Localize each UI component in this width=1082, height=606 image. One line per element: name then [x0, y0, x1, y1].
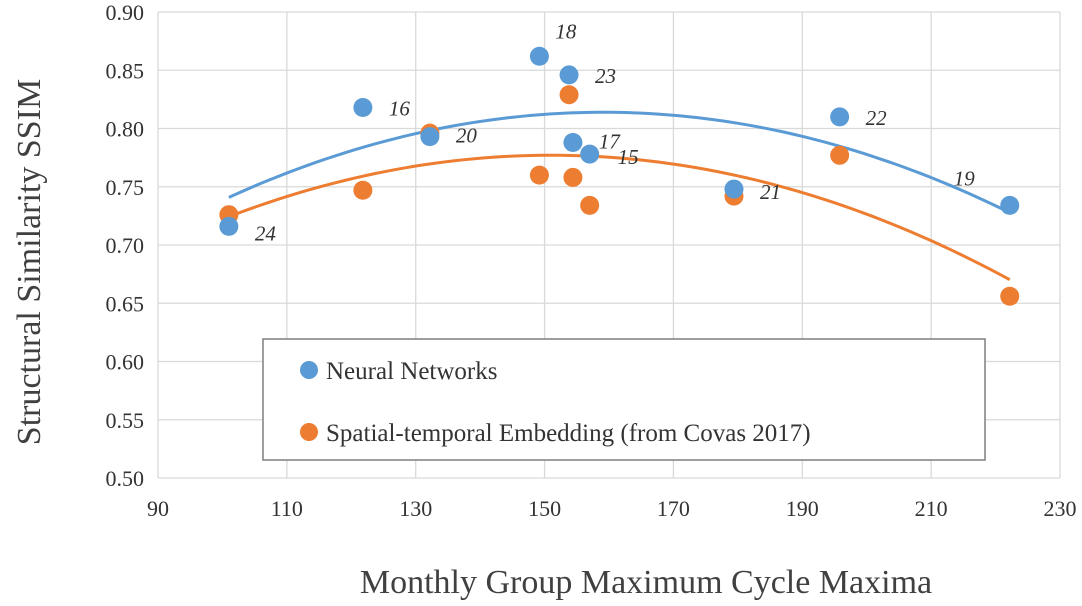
point-series-0 [560, 65, 579, 84]
point-series-0 [724, 180, 743, 199]
legend-marker-neural-networks [300, 361, 318, 379]
x-tick-label: 170 [657, 496, 690, 521]
point-series-1 [580, 196, 599, 215]
point-series-0 [420, 127, 439, 146]
point-series-1 [830, 146, 849, 165]
cycle-label: 22 [866, 106, 888, 130]
point-series-0 [219, 217, 238, 236]
y-axis-title: Structural Similarity SSIM [11, 79, 48, 445]
y-tick-label: 0.50 [106, 466, 145, 491]
y-tick-label: 0.70 [106, 233, 145, 258]
x-tick-label: 90 [147, 496, 169, 521]
y-tick-label: 0.55 [106, 408, 145, 433]
cycle-label: 18 [555, 19, 577, 43]
cycle-label: 23 [595, 64, 616, 88]
y-axis-ticks: 0.50 0.55 0.60 0.65 0.70 0.75 0.80 0.85 0.90 [106, 0, 145, 491]
point-series-1 [563, 168, 582, 187]
point-series-1 [353, 181, 372, 200]
x-tick-label: 190 [786, 496, 819, 521]
x-axis-title: Monthly Group Maximum Cycle Maxima [360, 564, 932, 601]
point-series-0 [530, 47, 549, 66]
point-series-0 [830, 107, 849, 126]
point-series-1 [1000, 287, 1019, 306]
y-tick-label: 0.65 [106, 291, 145, 316]
cycle-label: 15 [618, 145, 639, 169]
x-tick-label: 210 [915, 496, 948, 521]
x-tick-label: 130 [399, 496, 432, 521]
legend-label-spatial-temporal: Spatial-temporal Embedding (from Covas 2… [326, 420, 811, 447]
cycle-label: 16 [389, 97, 411, 121]
y-tick-label: 0.85 [106, 58, 145, 83]
cycle-label: 19 [954, 166, 976, 190]
cycle-label: 24 [255, 221, 277, 245]
x-tick-label: 230 [1044, 496, 1077, 521]
y-tick-label: 0.60 [106, 350, 145, 375]
x-axis-ticks: 90 110 130 150 170 190 210 230 [147, 496, 1077, 521]
point-series-0 [580, 145, 599, 164]
legend-label-neural-networks: Neural Networks [326, 358, 497, 385]
y-tick-label: 0.80 [106, 117, 145, 142]
cycle-label: 21 [760, 180, 781, 204]
cycle-label: 20 [456, 124, 478, 148]
y-tick-label: 0.75 [106, 175, 145, 200]
y-tick-label: 0.90 [106, 0, 145, 25]
point-series-1 [530, 166, 549, 185]
x-tick-label: 150 [528, 496, 561, 521]
trend-line-series-1 [229, 155, 1010, 279]
legend-marker-spatial-temporal [300, 423, 318, 441]
scatter-chart: 0.50 0.55 0.60 0.65 0.70 0.75 0.80 0.85 0.90 90 1… [0, 0, 1082, 606]
legend: Neural Networks Spatial-temporal Embeddi… [263, 339, 985, 460]
point-series-1 [560, 85, 579, 104]
data-points [219, 47, 1019, 306]
x-tick-label: 110 [271, 496, 303, 521]
point-series-0 [353, 98, 372, 117]
point-series-0 [1000, 196, 1019, 215]
point-series-0 [563, 133, 582, 152]
